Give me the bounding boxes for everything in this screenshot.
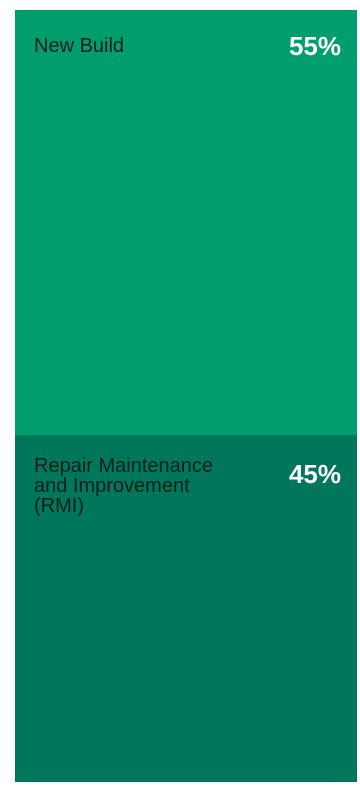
segment-new-build: New Build 55% [15, 10, 357, 435]
segment-label-new-build: New Build [34, 35, 125, 57]
stacked-share-chart: New Build 55% Repair Maintenance and Imp… [15, 10, 357, 782]
segment-value-rmi: 45% [288, 459, 341, 489]
segment-value-new-build: 55% [288, 31, 341, 61]
segment-label-rmi: Repair Maintenance and Improvement (RMI) [34, 455, 213, 517]
segment-rmi: Repair Maintenance and Improvement (RMI)… [15, 435, 357, 782]
